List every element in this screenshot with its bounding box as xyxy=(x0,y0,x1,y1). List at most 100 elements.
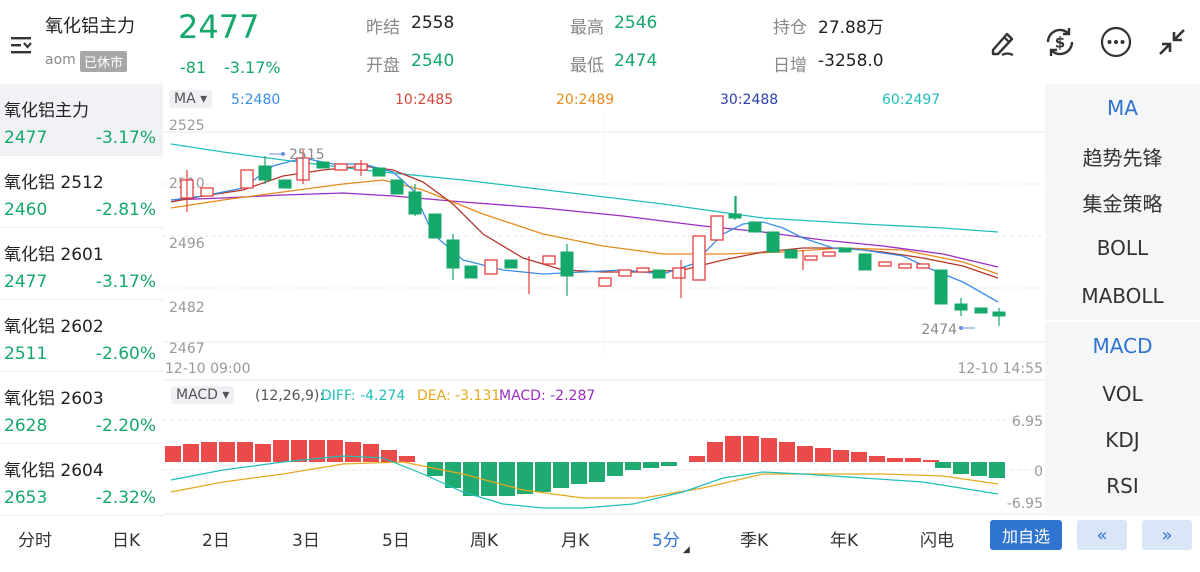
macd-bar xyxy=(989,462,1005,478)
period-tab-bar: 分时 日K 2日 3日 5日 周K 月K 5分 ◢ 季K 年K 闪电 xyxy=(0,516,1200,572)
macd-indicator-selector[interactable]: MACD ▾ xyxy=(171,386,235,404)
contract-item-main[interactable]: 氧化铝主力 2477 -3.17% xyxy=(0,84,163,156)
contract-code: aom xyxy=(45,52,76,68)
contract-item-2602[interactable]: 氧化铝 2602 2511 -2.60% xyxy=(0,300,163,372)
tab-5-min[interactable]: 5分 ◢ xyxy=(652,526,690,555)
macd-bar xyxy=(291,440,307,462)
more-options-button[interactable] xyxy=(1098,24,1134,60)
stat-label-open: 开盘 xyxy=(366,56,400,76)
y-tick-2525: 2525 xyxy=(169,118,205,134)
candle xyxy=(390,179,404,195)
ma60-line xyxy=(170,143,999,233)
candle xyxy=(652,269,666,279)
contract-item-2512[interactable]: 氧化铝 2512 2460 -2.81% xyxy=(0,156,163,228)
macd-bar xyxy=(779,442,795,462)
stat-label-daily-change: 日增 xyxy=(773,56,807,76)
ma-tag-label: MA xyxy=(174,91,196,107)
contract-item-percent: -2.81% xyxy=(95,200,156,220)
macd-bar xyxy=(953,462,969,474)
price-change: -81 xyxy=(180,58,207,77)
indicator-trend-pioneer[interactable]: 趋势先锋 xyxy=(1082,146,1163,170)
tab-3-day[interactable]: 3日 xyxy=(292,531,320,551)
macd-bar xyxy=(183,444,199,462)
macd-diff-legend: DIFF: -4.274 xyxy=(321,388,406,404)
candle xyxy=(838,247,852,253)
ma10-legend: 10:2485 xyxy=(395,92,454,108)
macd-bar xyxy=(689,456,705,462)
macd-dea-legend: DEA: -3.131 xyxy=(417,388,501,404)
trade-button[interactable]: $ xyxy=(1042,24,1078,60)
y-tick-2482: 2482 xyxy=(169,300,205,316)
candle xyxy=(878,261,892,267)
contract-item-percent: -2.32% xyxy=(95,488,156,508)
macd-bar xyxy=(589,462,605,482)
indicator-macd[interactable]: MACD xyxy=(1092,334,1153,358)
tab-quarterly-k[interactable]: 季K xyxy=(740,531,769,551)
contract-item-name: 氧化铝 2512 xyxy=(4,173,104,193)
more-dots-icon xyxy=(1100,26,1132,58)
collapse-arrows-icon xyxy=(1159,29,1185,55)
contract-item-2604[interactable]: 氧化铝 2604 2653 -2.32% xyxy=(0,444,163,516)
indicator-kdj[interactable]: KDJ xyxy=(1105,428,1140,452)
macd-bar xyxy=(201,442,217,462)
candle xyxy=(428,213,442,239)
contract-item-price: 2653 xyxy=(4,488,48,508)
tab-5-min-label: 5分 xyxy=(652,531,680,551)
indicator-boll[interactable]: BOLL xyxy=(1096,236,1149,260)
indicator-capital-strategy[interactable]: 集金策略 xyxy=(1082,192,1163,216)
next-contract-button[interactable]: » xyxy=(1142,520,1192,550)
menu-button[interactable] xyxy=(8,30,38,60)
tab-daily-k[interactable]: 日K xyxy=(112,531,141,551)
candle xyxy=(598,277,612,287)
prev-contract-button[interactable]: « xyxy=(1077,520,1127,550)
macd-bar xyxy=(517,462,533,494)
macd-dea-line xyxy=(170,461,999,499)
macd-bar xyxy=(345,442,361,462)
list-menu-icon xyxy=(11,37,32,54)
macd-bar xyxy=(481,462,497,496)
contract-item-name: 氧化铝 2603 xyxy=(4,389,104,409)
contract-item-2603[interactable]: 氧化铝 2603 2628 -2.20% xyxy=(0,372,163,444)
dropdown-caret-icon: ◢ xyxy=(682,545,690,555)
ma-indicator-selector[interactable]: MA ▾ xyxy=(169,90,213,108)
indicator-rsi[interactable]: RSI xyxy=(1106,474,1139,498)
tab-5-day[interactable]: 5日 xyxy=(382,531,410,551)
macd-bar xyxy=(273,440,289,462)
macd-positive-bars xyxy=(165,436,939,462)
contract-item-price: 2477 xyxy=(4,128,48,148)
indicator-ma[interactable]: MA xyxy=(1107,96,1138,120)
macd-bar xyxy=(553,462,569,488)
macd-bar xyxy=(327,440,343,462)
contract-item-2601[interactable]: 氧化铝 2601 2477 -3.17% xyxy=(0,228,163,300)
last-price: 2477 xyxy=(178,8,260,46)
candle xyxy=(858,253,872,271)
tab-flash[interactable]: 闪电 xyxy=(920,531,954,551)
stat-value-low: 2474 xyxy=(614,51,658,71)
candle xyxy=(334,163,348,171)
macd-bar xyxy=(851,452,867,462)
y-tick-2496: 2496 xyxy=(169,236,205,252)
macd-tag-label: MACD xyxy=(176,387,218,403)
tab-monthly-k[interactable]: 月K xyxy=(561,531,590,551)
up-candles xyxy=(180,157,930,287)
high-price-label: 2515 xyxy=(289,147,325,163)
ma60-legend: 60:2497 xyxy=(882,92,941,108)
candle xyxy=(372,167,386,177)
contract-list: 氧化铝主力 2477 -3.17% 氧化铝 2512 2460 -2.81% 氧… xyxy=(0,84,163,516)
candle xyxy=(822,251,836,257)
tab-yearly-k[interactable]: 年K xyxy=(830,531,859,551)
draw-tool-button[interactable] xyxy=(985,24,1021,60)
tab-weekly-k[interactable]: 周K xyxy=(470,531,499,551)
macd-bar xyxy=(463,462,479,496)
indicator-maboll[interactable]: MABOLL xyxy=(1081,284,1164,308)
candle xyxy=(672,267,686,279)
add-to-watchlist-button[interactable]: 加自选 xyxy=(990,520,1062,550)
indicator-vol[interactable]: VOL xyxy=(1102,382,1143,406)
tab-2-day[interactable]: 2日 xyxy=(202,531,230,551)
kline-chart-area[interactable]: MA ▾ 5:2480 10:2485 20:2489 30:2488 60:2… xyxy=(163,84,1045,516)
y-tick-2467: 2467 xyxy=(169,341,205,357)
tab-intraday[interactable]: 分时 xyxy=(18,531,52,551)
candle xyxy=(710,215,724,241)
collapse-button[interactable] xyxy=(1154,24,1190,60)
contract-item-name: 氧化铝主力 xyxy=(4,101,89,121)
